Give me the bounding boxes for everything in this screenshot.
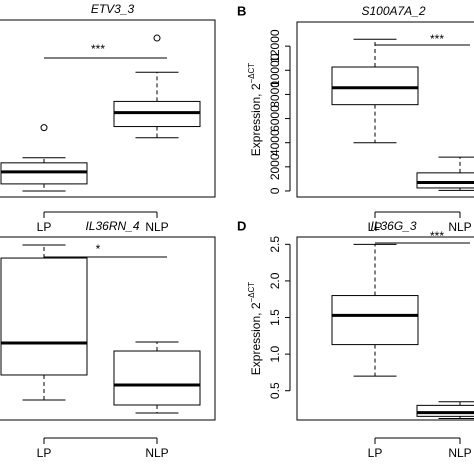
box (331, 295, 419, 346)
y-axis-label-superscript: −ΔCT (247, 63, 256, 84)
y-tick-label: 0 (268, 187, 282, 194)
box (416, 404, 474, 417)
box (0, 257, 88, 376)
panel-title: S100A7A_2 (361, 4, 425, 18)
panel-title: IL36RN_4 (85, 219, 139, 233)
x-tick-label: LP (37, 220, 52, 234)
y-tick-label: 4000 (268, 129, 282, 156)
y-axis-label-text: Expression, 2 (249, 302, 263, 375)
panel-label: B (237, 3, 246, 18)
x-tick-label: NLP (145, 446, 168, 460)
panel-title: IL36G_3 (370, 219, 416, 233)
plot-frame (0, 236, 216, 421)
x-tick-label: LP (368, 446, 383, 460)
y-tick-label: 12000 (268, 29, 282, 63)
y-tick-label: 8000 (268, 81, 282, 108)
x-tick-label: NLP (448, 220, 471, 234)
y-axis-label-superscript: −ΔCT (247, 282, 256, 303)
y-axis-label: Expression, 2−ΔCT (247, 282, 263, 375)
y-tick-label: 0.5 (268, 382, 282, 399)
x-tick-label: LP (368, 220, 383, 234)
panel-title: ETV3_3 (91, 2, 135, 16)
plot-frame (296, 236, 474, 421)
panel-label: D (237, 218, 246, 233)
y-axis-label: Expression, 2−ΔCT (247, 63, 263, 156)
box (416, 172, 474, 189)
y-tick-label: 2.5 (268, 236, 282, 253)
y-tick-label: 2.0 (268, 272, 282, 289)
significance-label: *** (430, 32, 444, 46)
box (0, 162, 88, 185)
y-tick-label: 1.0 (268, 345, 282, 362)
x-tick-label: NLP (145, 220, 168, 234)
outlier (153, 34, 161, 42)
y-tick-label: 10000 (268, 53, 282, 87)
outlier (40, 124, 48, 132)
y-tick-label: 2000 (268, 153, 282, 180)
box (331, 66, 419, 106)
box (113, 350, 201, 406)
x-tick-label: LP (37, 446, 52, 460)
y-tick-label: 1.5 (268, 309, 282, 326)
plot-frame (296, 21, 474, 198)
significance-label: *** (430, 229, 444, 243)
significance-label: *** (91, 42, 105, 56)
significance-label: * (96, 242, 101, 256)
y-axis-label-text: Expression, 2 (249, 83, 263, 156)
x-tick-label: NLP (448, 446, 471, 460)
plot-frame (0, 19, 216, 198)
y-tick-label: 6000 (268, 105, 282, 132)
